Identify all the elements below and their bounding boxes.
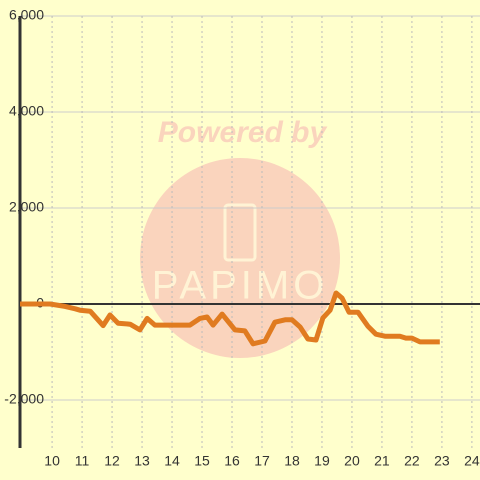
x-tick-label: 12 [104,453,120,469]
x-tick-label: 24 [464,453,480,469]
x-tick-label: 13 [134,453,150,469]
x-tick-label: 20 [344,453,360,469]
plot [20,290,440,347]
y-tick-label: 6,000 [9,7,44,23]
x-tick-label: 16 [224,453,240,469]
x-tick-label: 23 [434,453,450,469]
x-tick-label: 18 [284,453,300,469]
x-tick-label: 10 [44,453,60,469]
y-tick-label: 2,000 [9,199,44,215]
x-tick-label: 17 [254,453,270,469]
x-tick-label: 11 [75,453,90,469]
x-tick-label: 21 [374,453,390,469]
x-tick-label: 14 [164,453,180,469]
watermark-logo: PAPIMO [152,264,329,308]
x-tick-label: 15 [194,453,210,469]
x-tick-label: 19 [314,453,330,469]
watermark-text: Powered by [158,116,328,149]
data-line [20,290,440,347]
x-tick-label: 22 [404,453,420,469]
y-tick-label: -2,000 [4,391,44,407]
y-tick-label: 4,000 [9,103,44,119]
watermark-icon [223,203,257,262]
